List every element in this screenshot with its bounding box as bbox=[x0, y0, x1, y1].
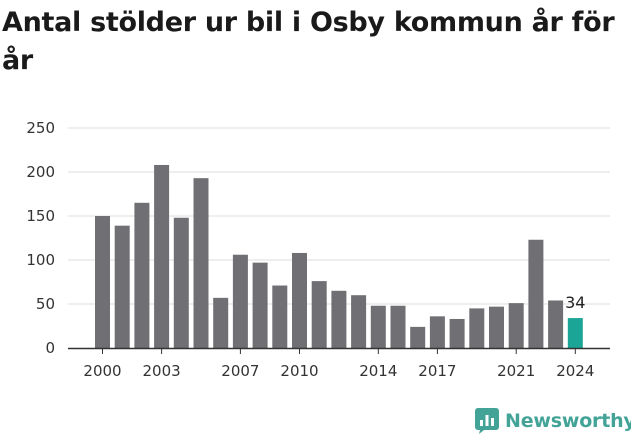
bar-2000 bbox=[95, 216, 110, 348]
y-tick-label-200: 200 bbox=[26, 163, 55, 181]
bar-2010 bbox=[292, 252, 307, 348]
x-tick-label-2007: 2007 bbox=[221, 362, 259, 380]
x-tick-label-2021: 2021 bbox=[497, 362, 535, 380]
bar-2014 bbox=[370, 305, 386, 348]
x-tick-label-2010: 2010 bbox=[280, 362, 318, 380]
bar-2022 bbox=[528, 239, 544, 348]
bar-2018 bbox=[449, 318, 465, 348]
bar-2004 bbox=[173, 217, 189, 348]
bar-2001 bbox=[114, 225, 130, 348]
y-tick-label-150: 150 bbox=[26, 207, 55, 225]
bar-2008 bbox=[252, 262, 268, 348]
bar-2005 bbox=[193, 178, 209, 348]
bar-2003 bbox=[154, 164, 170, 348]
bar-2007 bbox=[232, 254, 248, 348]
bar-2016 bbox=[410, 326, 426, 348]
bar-2024 bbox=[567, 318, 583, 348]
bar-2015 bbox=[390, 305, 406, 348]
bar-2006 bbox=[213, 297, 229, 348]
bar-2009 bbox=[272, 285, 288, 348]
bar-2013 bbox=[351, 295, 367, 348]
newsworthy-chart-bubble-icon bbox=[475, 408, 499, 434]
y-tick-label-0: 0 bbox=[45, 339, 55, 357]
y-tick-label-100: 100 bbox=[26, 251, 55, 269]
bar-2020 bbox=[489, 306, 504, 348]
chart-title: Antal stölder ur bil i Osby kommun år fö… bbox=[2, 7, 615, 76]
x-tick-label-2014: 2014 bbox=[359, 362, 397, 380]
bar-2002 bbox=[134, 202, 150, 348]
bar-2017 bbox=[429, 316, 445, 348]
x-tick-label-2003: 2003 bbox=[143, 362, 181, 380]
bar-2012 bbox=[331, 290, 347, 348]
x-tick-label-2017: 2017 bbox=[418, 362, 456, 380]
y-tick-label-250: 250 bbox=[26, 119, 55, 137]
value-label-2024: 34 bbox=[565, 293, 585, 312]
bar-chart: 0 50 100 150 200 250 34 2000 2003 2007 2010 2014 201… bbox=[26, 119, 610, 380]
x-tick-label-2000: 2000 bbox=[83, 362, 121, 380]
y-tick-label-50: 50 bbox=[36, 295, 55, 313]
bar-2011 bbox=[311, 281, 327, 348]
bar-2021 bbox=[508, 303, 524, 348]
x-tick-label-2024: 2024 bbox=[556, 362, 594, 380]
bar-2023 bbox=[548, 300, 564, 348]
brand-name: Newsworthy bbox=[505, 410, 631, 432]
bar-2019 bbox=[469, 308, 485, 348]
newsworthy-brand: Newsworthy bbox=[475, 408, 631, 434]
